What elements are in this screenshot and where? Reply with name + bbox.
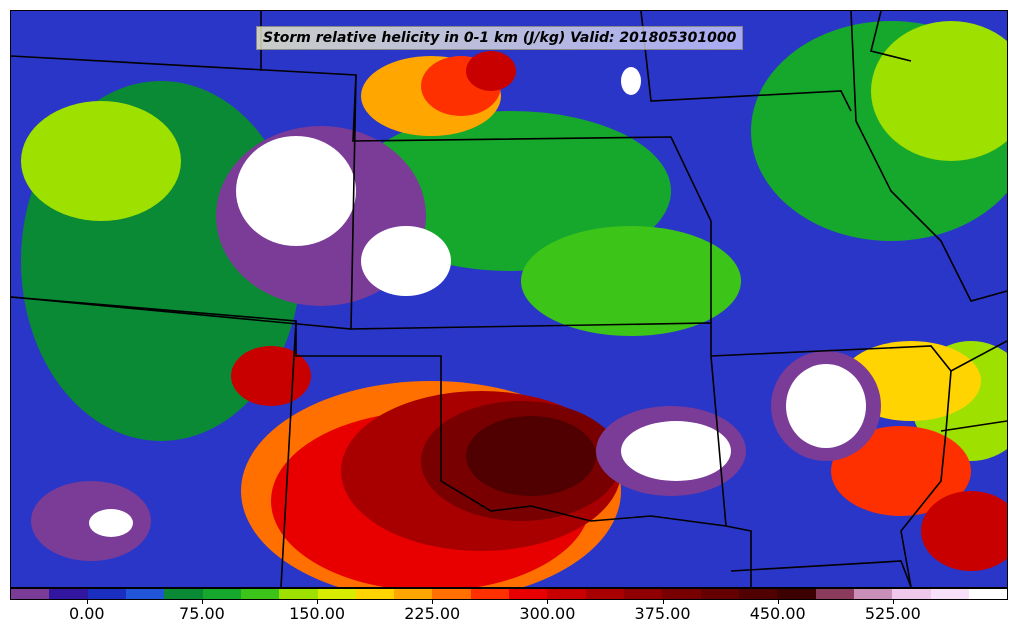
state-border xyxy=(870,11,912,62)
colorbar-tick-mark xyxy=(317,600,319,604)
colorbar-tick-mark xyxy=(201,600,203,604)
colorbar-segment xyxy=(394,589,433,599)
state-border xyxy=(850,11,1007,302)
colorbar-segment xyxy=(279,589,318,599)
colorbar-segment xyxy=(317,589,356,599)
colorbar-tick-label: 300.00 xyxy=(519,604,576,623)
colorbar-segment xyxy=(777,589,816,599)
colorbar-segment xyxy=(11,589,50,599)
colorbar-segment xyxy=(853,589,893,599)
colorbar-segment xyxy=(509,589,548,599)
state-border xyxy=(640,11,852,112)
colorbar xyxy=(10,588,1008,600)
helicity-region xyxy=(231,346,311,406)
colorbar-segment xyxy=(547,589,586,599)
colorbar-segment xyxy=(125,589,165,599)
state-border xyxy=(900,370,952,587)
colorbar-tick-label: 0.00 xyxy=(68,604,105,623)
helicity-region xyxy=(361,226,451,296)
helicity-region xyxy=(921,491,1007,571)
colorbar-tick-mark xyxy=(432,600,434,604)
colorbar-segment xyxy=(700,589,739,599)
state-border xyxy=(11,55,357,330)
helicity-map xyxy=(11,11,1007,587)
helicity-region xyxy=(521,226,741,336)
helicity-region xyxy=(466,51,516,91)
colorbar-ticks: 0.00 75.00 150.00 225.00 300.00 375.00 450.00 5… xyxy=(10,600,1008,633)
colorbar-segment xyxy=(355,589,395,599)
helicity-region xyxy=(236,136,356,246)
state-border xyxy=(710,355,727,527)
helicity-region xyxy=(89,509,133,537)
colorbar-tick-label: 375.00 xyxy=(634,604,691,623)
colorbar-segment xyxy=(164,589,203,599)
colorbar-tick-label: 150.00 xyxy=(289,604,346,623)
state-border xyxy=(730,560,912,587)
colorbar-tick-mark xyxy=(662,600,664,604)
helicity-region xyxy=(786,364,866,448)
helicity-region xyxy=(621,67,641,95)
state-border xyxy=(710,340,1007,373)
colorbar-segment xyxy=(892,589,931,599)
colorbar-tick-label: 450.00 xyxy=(749,604,806,623)
colorbar-segment xyxy=(968,589,1008,599)
state-border xyxy=(940,420,1007,432)
colorbar-segment xyxy=(87,589,126,599)
helicity-region xyxy=(871,21,1007,161)
helicity-region xyxy=(466,416,596,496)
colorbar-segment xyxy=(240,589,280,599)
colorbar-segment xyxy=(930,589,969,599)
state-border xyxy=(350,322,712,356)
map-panel: Storm relative helicity in 0-1 km (J/kg)… xyxy=(10,10,1008,588)
colorbar-tick-mark xyxy=(86,600,88,604)
colorbar-segment xyxy=(624,589,663,599)
colorbar-tick-label: 525.00 xyxy=(864,604,921,623)
colorbar-segment xyxy=(202,589,241,599)
colorbar-segment xyxy=(662,589,701,599)
colorbar-segment xyxy=(738,589,778,599)
colorbar-segment xyxy=(470,589,510,599)
helicity-region xyxy=(621,421,731,481)
map-title: Storm relative helicity in 0-1 km (J/kg)… xyxy=(256,26,744,50)
helicity-region xyxy=(831,426,971,516)
colorbar-tick-label: 225.00 xyxy=(404,604,461,623)
colorbar-segment xyxy=(432,589,471,599)
state-border xyxy=(295,321,752,587)
helicity-region xyxy=(21,101,181,221)
colorbar-tick-mark xyxy=(547,600,549,604)
colorbar-tick-mark xyxy=(777,600,779,604)
colorbar-segment xyxy=(585,589,624,599)
state-borders xyxy=(11,11,1007,587)
helicity-fill-layer xyxy=(21,21,1007,587)
colorbar-tick-mark xyxy=(892,600,894,604)
state-border xyxy=(352,74,712,323)
colorbar-segment xyxy=(815,589,854,599)
colorbar-segment xyxy=(49,589,88,599)
colorbar-tick-label: 75.00 xyxy=(179,604,225,623)
